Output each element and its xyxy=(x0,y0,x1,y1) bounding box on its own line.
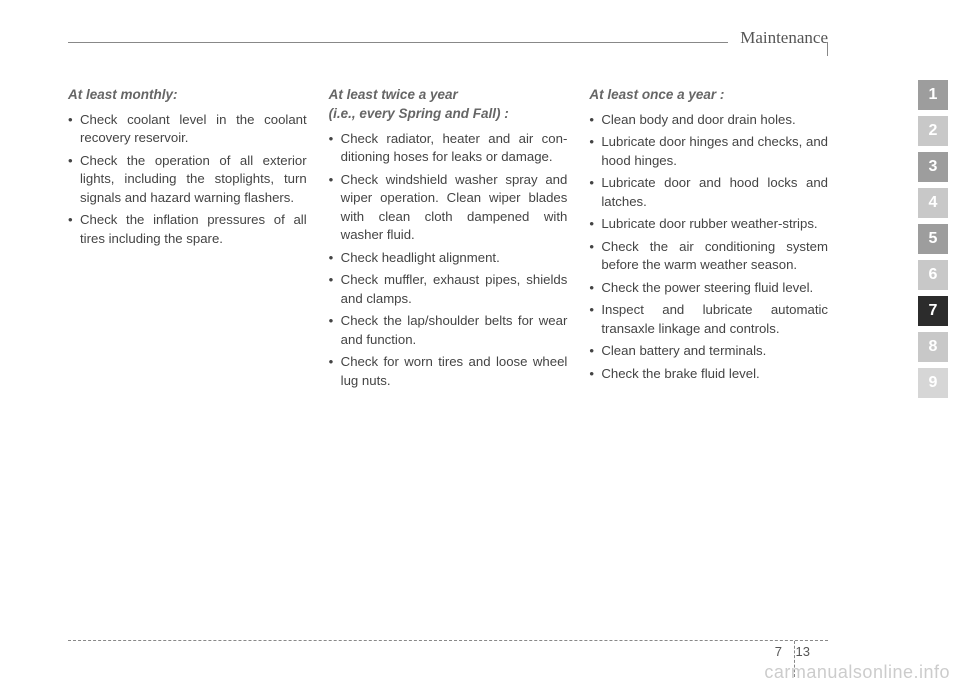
list-item: Check radiator, heater and air con­ditio… xyxy=(329,130,568,167)
list-item: Check the inflation pressures of all tir… xyxy=(68,211,307,248)
column-list: Check coolant level in the coolant recov… xyxy=(68,111,307,248)
page-chapter-number: 7 xyxy=(775,644,782,659)
list-item: Clean body and door drain holes. xyxy=(589,111,828,129)
header-title-wrap: Maintenance xyxy=(728,28,828,48)
list-item: Lubricate door rubber weather-strips. xyxy=(589,215,828,233)
chapter-tab-4[interactable]: 4 xyxy=(918,188,948,218)
list-item: Check the lap/shoulder belts for wear an… xyxy=(329,312,568,349)
chapter-tab-7[interactable]: 7 xyxy=(918,296,948,326)
list-item: Lubricate door hinges and checks, and ho… xyxy=(589,133,828,170)
column-heading: At least twice a year (i.e., every Sprin… xyxy=(329,86,568,124)
column-heading: At least once a year : xyxy=(589,86,828,105)
chapter-tab-5[interactable]: 5 xyxy=(918,224,948,254)
column-monthly: At least monthly: Check coolant level in… xyxy=(68,86,307,394)
page-number: 13 xyxy=(796,644,810,659)
list-item: Check the air conditioning system before… xyxy=(589,238,828,275)
chapter-tabs: 1 2 3 4 5 6 7 8 9 xyxy=(918,80,948,404)
content-columns: At least monthly: Check coolant level in… xyxy=(68,86,828,394)
chapter-tab-9[interactable]: 9 xyxy=(918,368,948,398)
column-list: Check radiator, heater and air con­ditio… xyxy=(329,130,568,390)
column-twice-year: At least twice a year (i.e., every Sprin… xyxy=(329,86,568,394)
chapter-tab-6[interactable]: 6 xyxy=(918,260,948,290)
chapter-tab-8[interactable]: 8 xyxy=(918,332,948,362)
section-title: Maintenance xyxy=(740,28,828,47)
list-item: Clean battery and terminals. xyxy=(589,342,828,360)
page-body: Maintenance At least monthly: Check cool… xyxy=(68,28,828,648)
list-item: Check windshield washer spray and wiper … xyxy=(329,171,568,245)
list-item: Check muffler, exhaust pipes, shields an… xyxy=(329,271,568,308)
page-header: Maintenance xyxy=(68,28,828,58)
column-once-year: At least once a year : Clean body and do… xyxy=(589,86,828,394)
list-item: Check coolant level in the coolant recov… xyxy=(68,111,307,148)
list-item: Check for worn tires and loose wheel lug… xyxy=(329,353,568,390)
watermark-text: carmanualsonline.info xyxy=(764,662,950,683)
list-item: Check headlight alignment. xyxy=(329,249,568,267)
column-heading: At least monthly: xyxy=(68,86,307,105)
list-item: Lubricate door and hood locks and latche… xyxy=(589,174,828,211)
chapter-tab-3[interactable]: 3 xyxy=(918,152,948,182)
list-item: Check the brake fluid level. xyxy=(589,365,828,383)
list-item: Check the operation of all exterior ligh… xyxy=(68,152,307,207)
chapter-tab-1[interactable]: 1 xyxy=(918,80,948,110)
footer-rule xyxy=(68,640,828,641)
list-item: Inspect and lubricate automatic transaxl… xyxy=(589,301,828,338)
header-rule xyxy=(68,42,728,43)
header-rule-tail xyxy=(827,42,828,56)
chapter-tab-2[interactable]: 2 xyxy=(918,116,948,146)
list-item: Check the power steering fluid level. xyxy=(589,279,828,297)
column-list: Clean body and door drain holes. Lubricat… xyxy=(589,111,828,383)
